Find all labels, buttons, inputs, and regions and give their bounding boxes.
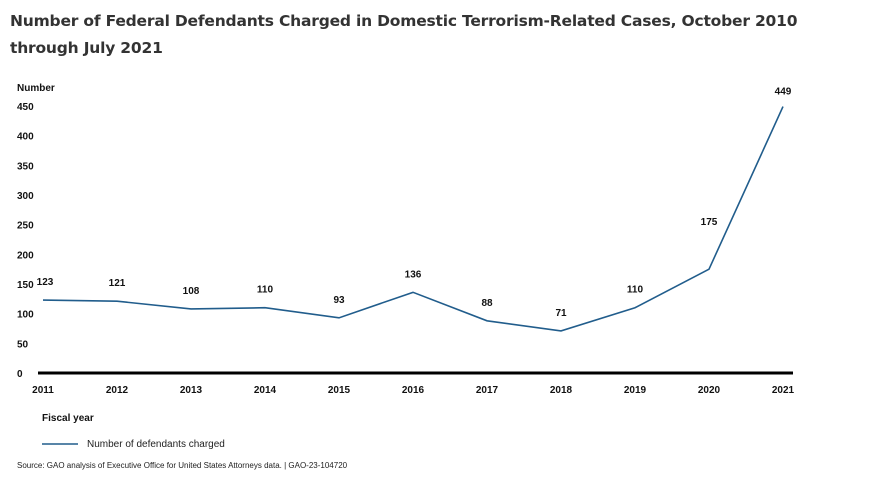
data-label: 121	[109, 278, 126, 289]
data-label: 175	[701, 217, 718, 228]
x-tick-label: 2016	[402, 385, 425, 396]
data-label: 93	[333, 295, 345, 306]
y-tick-label: 400	[17, 132, 34, 143]
y-tick-label: 0	[17, 369, 23, 380]
data-label: 108	[183, 286, 200, 297]
x-axis-label: Fiscal year	[42, 413, 94, 424]
y-tick-label: 200	[17, 250, 34, 261]
data-label: 110	[257, 285, 274, 296]
y-axis-label: Number	[17, 83, 55, 94]
data-label: 88	[481, 298, 493, 309]
x-tick-label: 2021	[772, 385, 795, 396]
chart-title: Number of Federal Defendants Charged in …	[10, 12, 798, 57]
series-line	[42, 106, 784, 332]
data-label: 110	[627, 285, 644, 296]
x-tick-label: 2017	[476, 385, 499, 396]
x-tick-label: 2015	[328, 385, 351, 396]
source-note: Source: GAO analysis of Executive Office…	[17, 461, 348, 470]
x-tick-label: 2020	[698, 385, 721, 396]
x-tick-label: 2019	[624, 385, 647, 396]
x-tick-label: 2012	[106, 385, 129, 396]
x-tick-label: 2014	[254, 385, 277, 396]
x-tick-label: 2018	[550, 385, 573, 396]
x-tick-label: 2011	[32, 385, 54, 396]
data-label: 449	[775, 87, 792, 98]
y-tick-label: 50	[17, 339, 29, 350]
y-tick-label: 300	[17, 191, 34, 202]
y-tick-label: 100	[17, 310, 34, 321]
data-label: 136	[405, 269, 422, 280]
legend-label: Number of defendants charged	[87, 439, 225, 450]
y-tick-label: 450	[17, 102, 34, 113]
data-label: 71	[555, 308, 567, 319]
x-tick-label: 2013	[180, 385, 203, 396]
data-label: 123	[37, 277, 54, 288]
y-tick-label: 250	[17, 221, 34, 232]
y-tick-label: 150	[17, 280, 34, 291]
y-tick-label: 350	[17, 161, 34, 172]
